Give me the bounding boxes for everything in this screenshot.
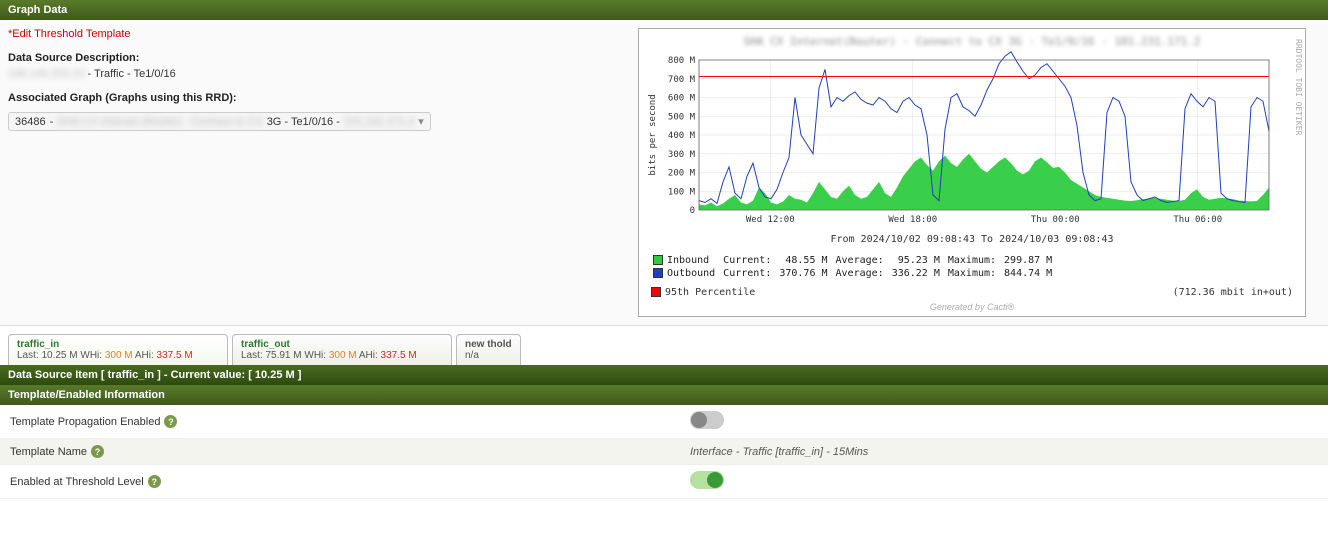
data-source-item-header: Data Source Item [ traffic_in ] - Curren… [0, 365, 1328, 385]
associated-graph-select[interactable]: 36486 - SHA CX Internet (Router) - Conne… [8, 112, 431, 131]
data-source-desc-value: 198.149.253.33 - Traffic - Te1/0/16 [8, 68, 608, 80]
tab-traffic-out[interactable]: traffic_out Last: 75.91 M WHi: 300 M AHi… [232, 334, 452, 365]
help-icon[interactable]: ? [91, 445, 104, 458]
graph-data-left: *Edit Threshold Template Data Source Des… [8, 28, 608, 317]
host-blur: 198.149.253.33 [8, 68, 84, 80]
rrd-chart: RRDTOOL TOBI OETIKER SHA CX Internet(Rou… [638, 28, 1306, 317]
row-template-name: Template Name ? Interface - Traffic [tra… [0, 439, 1328, 465]
svg-text:Thu 00:00: Thu 00:00 [1031, 215, 1080, 225]
template-info-header: Template/Enabled Information [0, 385, 1328, 405]
svg-text:600 M: 600 M [668, 94, 696, 104]
chart-legend: Inbound Current:48.55 M Average:95.23 M … [651, 253, 1060, 281]
enabled-thresh-toggle[interactable] [690, 471, 724, 489]
svg-text:300 M: 300 M [668, 150, 696, 160]
legend-inbound: Inbound Current:48.55 M Average:95.23 M … [653, 255, 1058, 266]
generated-by: Generated by Cacti® [643, 300, 1301, 312]
ds-suffix: - Traffic - Te1/0/16 [84, 68, 175, 80]
chart-caption: From 2024/10/02 09:08:43 To 2024/10/03 0… [643, 230, 1301, 249]
svg-text:100 M: 100 M [668, 187, 696, 197]
tab-traffic-in[interactable]: traffic_in Last: 10.25 M WHi: 300 M AHi:… [8, 334, 228, 365]
svg-text:200 M: 200 M [668, 169, 696, 179]
thold-tabs: traffic_in Last: 10.25 M WHi: 300 M AHi:… [0, 326, 1328, 365]
graph-data-right: RRDTOOL TOBI OETIKER SHA CX Internet(Rou… [624, 28, 1320, 317]
help-icon[interactable]: ? [148, 475, 161, 488]
chart-title: SHA CX Internet(Router) - Connect to CX … [643, 33, 1301, 50]
graph-data-body: *Edit Threshold Template Data Source Des… [0, 20, 1328, 326]
data-source-desc-label: Data Source Description: [8, 52, 608, 64]
assoc-id: 36486 [15, 116, 46, 128]
assoc-blur2: 101.231.171.2 [344, 116, 414, 128]
svg-text:Wed 18:00: Wed 18:00 [888, 215, 937, 225]
edit-threshold-link[interactable]: *Edit Threshold Template [8, 28, 131, 40]
row-template-propagation: Template Propagation Enabled ? [0, 405, 1328, 439]
template-prop-toggle[interactable] [690, 411, 724, 429]
svg-text:Thu 06:00: Thu 06:00 [1173, 215, 1222, 225]
template-name-value: Interface - Traffic [traffic_in] - 15Min… [690, 446, 1318, 458]
template-prop-label: Template Propagation Enabled [10, 416, 160, 428]
chart-side-text: RRDTOOL TOBI OETIKER [1294, 39, 1303, 135]
legend-outbound: Outbound Current:370.76 M Average:336.22… [653, 268, 1058, 279]
assoc-blur1: SHA CX Internet (Router) - Connect to CX [57, 116, 262, 128]
svg-text:400 M: 400 M [668, 131, 696, 141]
associated-graph-label: Associated Graph (Graphs using this RRD)… [8, 92, 608, 104]
template-name-label: Template Name [10, 446, 87, 458]
assoc-mid: 3G - Te1/0/16 - [267, 116, 340, 128]
tab-new-thold[interactable]: new thold n/a [456, 334, 521, 365]
legend-percentile: 95th Percentile (712.36 mbit in+out) [643, 283, 1301, 300]
chart-plot: 0 100 M 200 M 300 M 400 M 500 M 600 M 700 M 800 … [643, 50, 1283, 230]
graph-data-header: Graph Data [0, 0, 1328, 20]
svg-text:0: 0 [690, 206, 695, 216]
svg-text:800 M: 800 M [668, 56, 696, 66]
chevron-down-icon: ▾ [418, 115, 424, 128]
enabled-thresh-label: Enabled at Threshold Level [10, 476, 144, 488]
svg-text:Wed 12:00: Wed 12:00 [746, 215, 795, 225]
svg-text:500 M: 500 M [668, 112, 696, 122]
svg-text:bits per second: bits per second [648, 94, 658, 175]
svg-text:700 M: 700 M [668, 75, 696, 85]
row-enabled-threshold: Enabled at Threshold Level ? [0, 465, 1328, 499]
help-icon[interactable]: ? [164, 415, 177, 428]
